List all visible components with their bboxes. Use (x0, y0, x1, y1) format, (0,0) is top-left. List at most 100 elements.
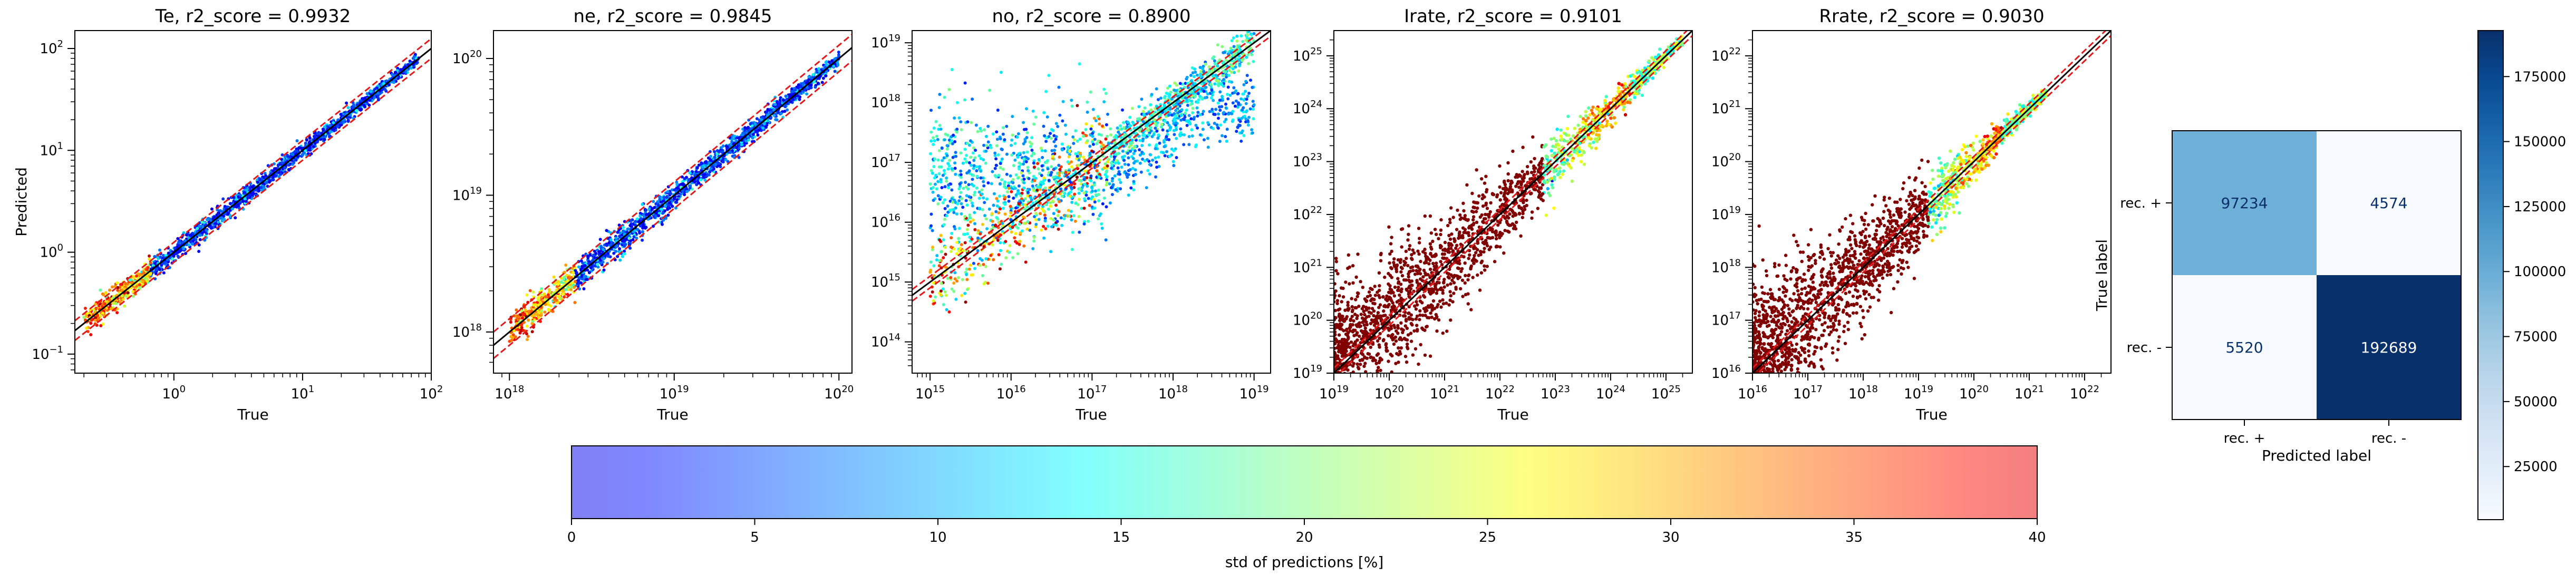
scatter-point (983, 128, 986, 132)
scatter-point (178, 250, 182, 253)
scatter-point (200, 231, 204, 235)
scatter-point (537, 298, 540, 302)
scatter-point (1088, 203, 1091, 207)
scatter-point (1127, 145, 1131, 149)
scatter-point (970, 201, 974, 205)
scatter-point (761, 115, 764, 119)
scatter-point (162, 271, 166, 275)
scatter-point (576, 281, 580, 285)
scatter-point (642, 224, 645, 228)
scatter-point (1044, 140, 1048, 143)
scatter-point (946, 277, 950, 280)
scatter-point (1163, 145, 1166, 149)
scatter-point (531, 290, 535, 294)
scatter-point (638, 211, 642, 215)
scatter-point (1120, 165, 1124, 169)
scatter-point (530, 330, 534, 334)
scatter-point (115, 281, 119, 285)
scatter-point (525, 338, 529, 342)
scatter-point (955, 212, 958, 216)
scatter-point (99, 288, 102, 292)
y-tick-label: 10−1 (32, 344, 63, 363)
scatter-point (1058, 155, 1061, 159)
scatter-point (510, 338, 514, 342)
scatter-point (983, 214, 986, 217)
scatter-point (1076, 104, 1079, 108)
scatter-point (333, 126, 337, 130)
scatter-point (971, 273, 975, 277)
scatter-point (1042, 176, 1045, 180)
scatter-point (602, 257, 606, 260)
scatter-point (834, 57, 838, 60)
scatter-point (1160, 123, 1164, 126)
scatter-point (993, 154, 997, 158)
scatter-point (1011, 115, 1014, 118)
scatter-point (984, 217, 988, 221)
scatter-point (762, 122, 766, 126)
x-tick-label: 1020 (824, 384, 854, 402)
scatter-point (1143, 106, 1147, 110)
scatter-point (682, 183, 685, 187)
scatter-point (977, 197, 981, 200)
scatter-point (702, 175, 705, 179)
scatter-point (1118, 178, 1121, 181)
scatter-point (1154, 144, 1158, 148)
scatter-point (790, 90, 793, 93)
scatter-point (1105, 183, 1108, 187)
scatter-point (754, 129, 758, 133)
scatter-point (1117, 130, 1120, 134)
scatter-point (1056, 214, 1060, 217)
scatter-point (189, 233, 193, 237)
scatter-point (938, 124, 942, 127)
scatter-point (618, 258, 622, 262)
scatter-point (559, 277, 563, 280)
scatter-point (706, 156, 710, 160)
scatter-point (1122, 134, 1126, 138)
scatter-point (525, 324, 529, 328)
scatter-point (1091, 212, 1095, 216)
scatter-point (1046, 167, 1050, 171)
scatter-point (128, 278, 132, 282)
scatter-point (1094, 189, 1097, 193)
scatter-point (1076, 203, 1080, 207)
scatter-point (1196, 101, 1199, 104)
scatter-point (138, 286, 142, 289)
scatter-point (1252, 32, 1256, 35)
scatter-point (1198, 66, 1202, 69)
scatter-point (94, 316, 98, 320)
scatter-point (936, 158, 940, 162)
scatter-point (1031, 201, 1035, 205)
scatter-point (171, 257, 175, 261)
scatter-point (759, 129, 763, 132)
scatter-point (1004, 256, 1008, 260)
scatter-point (965, 203, 969, 207)
scatter-point (997, 173, 1001, 177)
scatter-point (816, 81, 820, 85)
scatter-point (1150, 93, 1154, 96)
scatter-point (1107, 158, 1110, 161)
scatter-point (1090, 149, 1093, 153)
scatter-point (1031, 109, 1035, 113)
scatter-point (1248, 41, 1252, 44)
scatter-point (159, 255, 162, 259)
scatter-point (1072, 186, 1076, 189)
scatter-point (1236, 105, 1239, 109)
scatter-point (572, 271, 575, 275)
scatter-point (263, 172, 267, 175)
scatter-point (561, 292, 565, 296)
scatter-point (579, 281, 583, 285)
scatter-point (305, 138, 308, 142)
scatter-point (315, 140, 319, 144)
scatter-point (210, 226, 213, 230)
scatter-point (596, 262, 599, 266)
scatter-point (1092, 198, 1096, 201)
scatter-point (256, 180, 259, 184)
scatter-point (1127, 156, 1130, 160)
scatter-point (1007, 199, 1011, 203)
scatter-point (1244, 102, 1248, 105)
scatter-point (1218, 58, 1222, 62)
scatter-point (749, 122, 752, 125)
scatter-point (1123, 162, 1127, 166)
scatter-point (1043, 186, 1047, 190)
scatter-point (142, 271, 146, 275)
